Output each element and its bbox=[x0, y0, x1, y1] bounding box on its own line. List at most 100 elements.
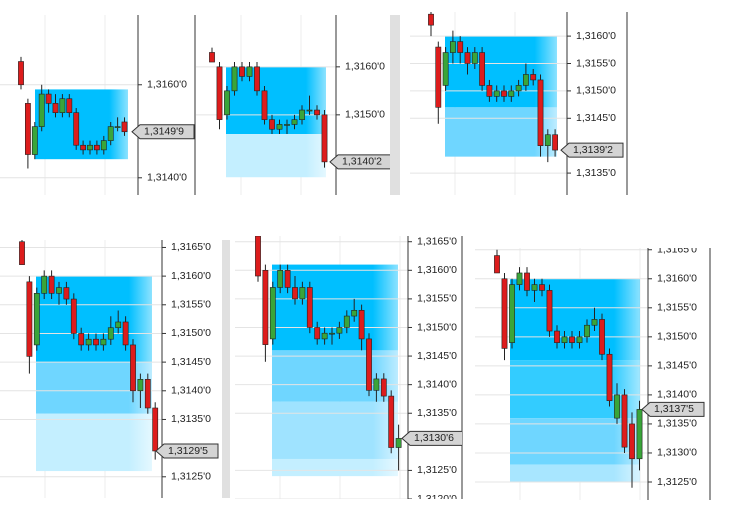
candle-body bbox=[52, 103, 59, 113]
y-tick-label: 1,3165'0 bbox=[417, 235, 457, 247]
y-tick-label: 1,3125'0 bbox=[417, 464, 457, 476]
y-tick-label: 1,3140'0 bbox=[657, 389, 697, 401]
price-tag-label: 1,3140'2 bbox=[342, 156, 382, 168]
candle-body bbox=[366, 338, 372, 391]
y-tick-label: 1,3150'0 bbox=[345, 109, 385, 121]
y-tick-label: 1,3125'0 bbox=[171, 471, 211, 483]
y-tick-label: 1,3155'0 bbox=[657, 302, 697, 314]
panel: 1,3135'0 1,3145'0 1,3150'0 1,3155'0 1,3160'0… bbox=[410, 12, 624, 195]
panel: 1,3140'0 1,3160'0 1,3149'9 bbox=[0, 15, 195, 195]
candle-body bbox=[591, 319, 598, 326]
y-tick-label: 1,3155'0 bbox=[171, 299, 211, 311]
zone bbox=[272, 458, 398, 477]
panel: 1,3150'0 1,3160'0 1,3140'2 bbox=[196, 15, 390, 195]
candle-body bbox=[85, 338, 92, 346]
price-tag bbox=[155, 443, 219, 459]
candle-body bbox=[576, 336, 583, 343]
price-tag-label: 1,3130'6 bbox=[414, 432, 454, 444]
candle-body bbox=[269, 119, 275, 130]
candle-body bbox=[358, 310, 365, 340]
candle-body bbox=[152, 407, 159, 452]
candle-body bbox=[70, 298, 77, 334]
candle-body bbox=[276, 124, 283, 130]
candle-body bbox=[262, 270, 269, 345]
candle-body bbox=[606, 353, 613, 402]
candle-body bbox=[614, 394, 620, 419]
candle-body bbox=[292, 287, 298, 300]
candle-body bbox=[524, 272, 530, 291]
candle-body bbox=[38, 93, 45, 127]
candle-body bbox=[373, 378, 380, 391]
y-tick-label: 1,3160'0 bbox=[417, 264, 457, 276]
candle-body bbox=[66, 98, 73, 113]
candle-body bbox=[306, 287, 313, 328]
candle-body bbox=[494, 255, 500, 274]
price-tag-label: 1,3149'9 bbox=[144, 126, 184, 138]
y-tick-label: 1,3155'0 bbox=[417, 293, 457, 305]
scroll-strip bbox=[390, 15, 400, 195]
candle-body bbox=[351, 310, 358, 317]
y-tick-label: 1,3140'0 bbox=[147, 172, 187, 184]
y-tick-label: 1,3165'0 bbox=[657, 244, 697, 256]
candle-body bbox=[539, 284, 545, 291]
candle-body bbox=[31, 126, 38, 155]
zone bbox=[510, 278, 640, 361]
candle-body bbox=[45, 93, 52, 104]
candle-body bbox=[530, 74, 537, 81]
candle-body bbox=[464, 52, 471, 64]
candle-body bbox=[100, 140, 107, 151]
candle-body bbox=[299, 109, 305, 120]
candle-body bbox=[546, 290, 553, 332]
price-tag bbox=[401, 430, 462, 446]
candle-body bbox=[388, 395, 395, 448]
candle-body bbox=[501, 90, 507, 97]
candle-body bbox=[343, 315, 350, 328]
candle-body bbox=[19, 241, 25, 265]
candle-body bbox=[306, 109, 313, 112]
candle-body bbox=[63, 287, 70, 300]
candle-body bbox=[284, 124, 290, 126]
panel: 1,3125'0 1,3130'0 1,3135'0 1,3140'0 1,3145'0… bbox=[475, 244, 705, 500]
y-tick-label: 1,3145'0 bbox=[657, 360, 697, 372]
candle-body bbox=[224, 90, 230, 116]
panel: 1,3125'0 1,3135'0 1,3140'0 1,3145'0 1,3150'0… bbox=[0, 240, 219, 498]
candle-body bbox=[94, 144, 100, 151]
y-tick-label: 1,3120'0 bbox=[417, 493, 457, 505]
zone bbox=[272, 350, 398, 402]
panel: 1,3120'0 1,3125'0 1,3135'0 1,3140'0 1,3145'0… bbox=[235, 235, 462, 505]
zone bbox=[226, 134, 326, 178]
candle-body bbox=[26, 281, 33, 357]
candle-body bbox=[114, 126, 121, 128]
candle-body bbox=[531, 284, 538, 291]
candle-body bbox=[636, 409, 643, 460]
y-tick-label: 1,3160'0 bbox=[171, 270, 211, 282]
y-tick-label: 1,3150'0 bbox=[657, 331, 697, 343]
y-tick-label: 1,3160'0 bbox=[576, 30, 616, 42]
candle-body bbox=[115, 321, 122, 329]
candle-body bbox=[261, 90, 268, 120]
zone bbox=[272, 401, 398, 459]
candle-body bbox=[33, 293, 40, 346]
candle-body bbox=[209, 52, 215, 63]
candle-body bbox=[552, 134, 558, 151]
candle-body bbox=[501, 278, 508, 349]
candle-body bbox=[277, 270, 284, 288]
candle-body bbox=[569, 336, 575, 343]
y-tick-label: 1,3155'0 bbox=[576, 57, 616, 69]
candle-body bbox=[321, 332, 328, 340]
zone bbox=[510, 360, 640, 419]
candle-body bbox=[508, 90, 515, 97]
candle-body bbox=[121, 121, 128, 133]
price-tag bbox=[329, 154, 390, 170]
candle-body bbox=[493, 90, 500, 97]
price-tag-label: 1,3139'2 bbox=[573, 144, 613, 156]
candle-body bbox=[78, 333, 85, 346]
scroll-strip bbox=[222, 240, 230, 498]
candle-body bbox=[321, 114, 328, 163]
candle-body bbox=[246, 66, 253, 77]
zone bbox=[272, 264, 398, 351]
y-tick-label: 1,3150'0 bbox=[576, 85, 616, 97]
candle-body bbox=[509, 284, 515, 343]
candle-body bbox=[395, 438, 402, 448]
candle-body bbox=[629, 423, 635, 460]
